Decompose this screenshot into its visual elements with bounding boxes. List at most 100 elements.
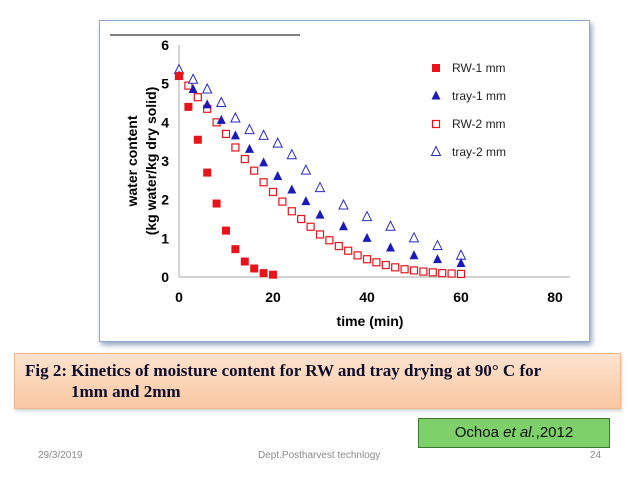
legend-label-tray-2-mm: tray-2 mm [452, 145, 506, 159]
point-rw-2-mm [268, 187, 278, 197]
point-tray-1-mm [273, 170, 283, 180]
point-tray-1-mm [301, 196, 311, 206]
x-tick-label: 60 [453, 289, 469, 305]
point-tray-2-mm [408, 231, 420, 243]
point-rw-2-mm [315, 230, 325, 239]
point-tray-1-mm [230, 130, 240, 140]
point-tray-2-mm [272, 136, 284, 148]
point-rw-2-mm [297, 214, 306, 224]
legend-label-tray-1-mm: tray-1 mm [452, 89, 506, 103]
point-rw-2-mm [438, 269, 447, 278]
y-tick-label: 5 [161, 76, 169, 92]
point-tray-2-mm [455, 249, 467, 260]
point-rw-2-mm [400, 265, 409, 274]
y-tick-label: 1 [161, 230, 169, 246]
figure-caption: Fig 2: Kinetics of moisture content for … [14, 353, 621, 409]
legend-marker-rw-2-mm [431, 119, 441, 129]
citation-box: Ochoa et al.,2012 [418, 418, 610, 448]
point-rw-2-mm [447, 269, 456, 278]
point-tray-2-mm [432, 239, 443, 251]
legend-marker-rw-1-mm [432, 64, 440, 72]
point-tray-2-mm [338, 198, 349, 210]
point-tray-1-mm [362, 232, 372, 242]
y-tick-label: 6 [161, 37, 169, 53]
point-rw-2-mm [221, 129, 231, 139]
x-tick-label: 0 [175, 289, 183, 305]
legend-label-rw-1-mm: RW-1 mm [452, 61, 506, 75]
legend-marker-tray-1-mm [431, 90, 441, 100]
caption-line-2: 1mm and 2mm [71, 382, 181, 401]
point-rw-2-mm [193, 93, 202, 102]
y-tick-label: 2 [161, 192, 169, 208]
point-rw-2-mm [344, 246, 353, 255]
x-tick-label: 80 [547, 289, 563, 305]
point-rw-2-mm [325, 236, 334, 245]
y-axis-title-line1: water content [124, 115, 140, 207]
point-rw-2-mm [409, 266, 419, 275]
footer-page-number: 24 [590, 450, 602, 461]
point-tray-2-mm [230, 111, 241, 123]
point-tray-1-mm [386, 242, 395, 252]
point-tray-2-mm [244, 123, 255, 135]
point-rw-2-mm [372, 258, 381, 267]
point-tray-1-mm [188, 83, 198, 93]
legend-marker-tray-2-mm [430, 145, 442, 156]
y-tick-label: 3 [161, 153, 169, 169]
point-tray-1-mm [315, 209, 325, 219]
point-tray-1-mm [259, 157, 269, 167]
point-tray-2-mm [286, 148, 298, 160]
point-tray-1-mm [456, 257, 466, 267]
caption-line-1: Fig 2: Kinetics of moisture content for … [25, 361, 542, 380]
point-rw-2-mm [391, 263, 400, 272]
point-tray-2-mm [201, 82, 213, 94]
point-rw-1-mm [269, 270, 277, 279]
point-rw-2-mm [287, 207, 296, 216]
point-rw-2-mm [184, 81, 193, 90]
point-tray-2-mm [361, 210, 373, 222]
point-rw-1-mm [193, 135, 202, 144]
point-rw-1-mm [184, 102, 193, 111]
x-tick-label: 20 [265, 289, 281, 305]
citation-etal: et al. [503, 424, 536, 441]
point-rw-1-mm [203, 168, 212, 177]
point-rw-2-mm [231, 143, 240, 152]
point-rw-2-mm [334, 241, 343, 251]
x-axis-title: time (min) [337, 313, 404, 329]
point-tray-2-mm [187, 73, 199, 84]
point-rw-1-mm [231, 245, 240, 254]
point-rw-2-mm [362, 255, 372, 264]
point-tray-2-mm [385, 220, 396, 231]
point-rw-2-mm [306, 222, 315, 231]
citation-year: ,2012 [535, 424, 574, 441]
point-rw-1-mm [259, 269, 268, 278]
point-rw-2-mm [381, 260, 390, 270]
legend-label-rw-2-mm: RW-2 mm [452, 117, 506, 131]
footer-date: 29/3/2019 [38, 450, 83, 461]
point-rw-2-mm [259, 178, 268, 187]
point-tray-2-mm [300, 164, 312, 175]
x-tick-label: 40 [359, 289, 375, 305]
point-tray-1-mm [287, 184, 297, 194]
y-axis-title-line2: (kg water/kg dry solid) [143, 87, 159, 236]
citation-author: Ochoa [454, 424, 504, 441]
point-tray-2-mm [258, 129, 269, 140]
point-rw-2-mm [240, 154, 249, 164]
y-tick-label: 4 [161, 114, 169, 130]
point-rw-1-mm [175, 71, 183, 80]
point-rw-1-mm [250, 264, 259, 273]
point-tray-1-mm [339, 221, 348, 231]
point-tray-1-mm [409, 250, 419, 260]
point-rw-1-mm [222, 226, 230, 235]
point-tray-2-mm [215, 96, 227, 107]
point-tray-1-mm [245, 143, 254, 153]
chart-frame: 0 1 2 3 4 5 6 0 20 40 60 80 RW-1 mm tray-1 mm RW-2 mm… [99, 20, 590, 342]
point-rw-2-mm [353, 251, 362, 260]
point-rw-2-mm [278, 197, 287, 206]
point-rw-2-mm [456, 269, 466, 279]
point-rw-2-mm [250, 166, 259, 175]
point-tray-1-mm [202, 99, 212, 109]
point-tray-1-mm [216, 114, 226, 124]
point-rw-2-mm [419, 267, 428, 276]
point-tray-2-mm [314, 181, 326, 193]
